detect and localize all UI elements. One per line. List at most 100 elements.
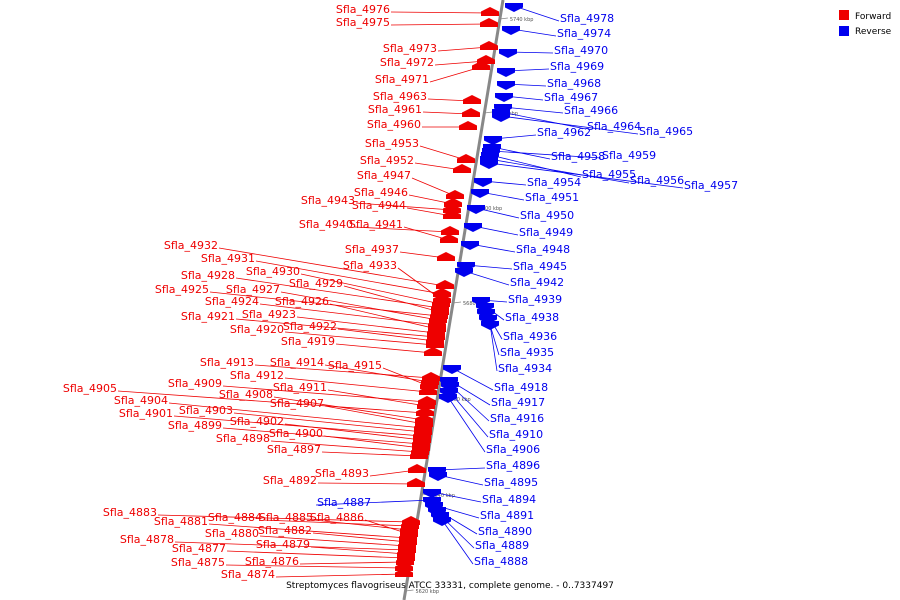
gene-glyph-sfla-4948[interactable]: [461, 241, 479, 250]
gene-label-sfla-4921[interactable]: Sfla_4921: [181, 310, 235, 323]
gene-label-sfla-4930[interactable]: Sfla_4930: [246, 265, 300, 278]
gene-label-sfla-4942[interactable]: Sfla_4942: [510, 276, 564, 289]
gene-glyph-sfla-4963[interactable]: [463, 95, 481, 104]
gene-glyph-sfla-4947[interactable]: [446, 190, 464, 199]
gene-label-sfla-4880[interactable]: Sfla_4880: [205, 527, 259, 540]
gene-label-sfla-4881[interactable]: Sfla_4881: [154, 515, 208, 528]
gene-label-sfla-4924[interactable]: Sfla_4924: [205, 295, 259, 308]
gene-label-sfla-4962[interactable]: Sfla_4962: [537, 126, 591, 139]
gene-label-sfla-4927[interactable]: Sfla_4927: [226, 283, 280, 296]
gene-glyph-sfla-4944[interactable]: [443, 210, 461, 219]
gene-glyph-sfla-4951[interactable]: [471, 189, 489, 198]
gene-glyph-sfla-4915[interactable]: [420, 380, 438, 389]
gene-label-sfla-4892[interactable]: Sfla_4892: [263, 474, 317, 487]
gene-label-sfla-4963[interactable]: Sfla_4963: [373, 90, 427, 103]
gene-label-sfla-4952[interactable]: Sfla_4952: [360, 154, 414, 167]
gene-glyph-sfla-4931[interactable]: [433, 288, 451, 297]
gene-glyph-sfla-4888[interactable]: [433, 517, 451, 526]
gene-label-sfla-4878[interactable]: Sfla_4878: [120, 533, 174, 546]
gene-label-sfla-4964[interactable]: Sfla_4964: [587, 120, 641, 133]
gene-glyph-sfla-4932[interactable]: [436, 280, 454, 289]
gene-label-sfla-4943[interactable]: Sfla_4943: [301, 194, 355, 207]
gene-glyph-sfla-4897[interactable]: [410, 450, 428, 459]
gene-label-sfla-4915[interactable]: Sfla_4915: [328, 359, 382, 372]
gene-glyph-sfla-4905[interactable]: [416, 407, 434, 416]
gene-glyph-sfla-4946[interactable]: [444, 198, 462, 207]
gene-label-sfla-4933[interactable]: Sfla_4933: [343, 259, 397, 272]
gene-label-sfla-4886[interactable]: Sfla_4886: [310, 511, 364, 524]
gene-glyph-sfla-4876[interactable]: [396, 556, 414, 565]
gene-glyph-sfla-4941[interactable]: [440, 234, 458, 243]
gene-label-sfla-4937[interactable]: Sfla_4937: [345, 243, 399, 256]
gene-label-sfla-4976[interactable]: Sfla_4976: [336, 3, 390, 16]
gene-glyph-sfla-4918[interactable]: [443, 365, 461, 374]
gene-label-sfla-4919[interactable]: Sfla_4919: [281, 335, 335, 348]
gene-label-sfla-4900[interactable]: Sfla_4900: [269, 427, 323, 440]
gene-label-sfla-4890[interactable]: Sfla_4890: [478, 525, 532, 538]
gene-glyph-sfla-4976[interactable]: [481, 7, 499, 16]
gene-label-sfla-4939[interactable]: Sfla_4939: [508, 293, 562, 306]
gene-label-sfla-4882[interactable]: Sfla_4882: [258, 524, 312, 537]
gene-label-sfla-4941[interactable]: Sfla_4941: [349, 218, 403, 231]
gene-label-sfla-4954[interactable]: Sfla_4954: [527, 176, 581, 189]
gene-glyph-sfla-4968[interactable]: [497, 81, 515, 90]
gene-glyph-sfla-4952[interactable]: [453, 164, 471, 173]
gene-label-sfla-4951[interactable]: Sfla_4951: [525, 191, 579, 204]
gene-label-sfla-4917[interactable]: Sfla_4917: [491, 396, 545, 409]
gene-glyph-sfla-4970[interactable]: [499, 49, 517, 58]
gene-glyph-sfla-4967[interactable]: [495, 93, 513, 102]
gene-label-sfla-4899[interactable]: Sfla_4899: [168, 419, 222, 432]
gene-label-sfla-4971[interactable]: Sfla_4971: [375, 73, 429, 86]
gene-label-sfla-4931[interactable]: Sfla_4931: [201, 252, 255, 265]
gene-glyph-sfla-4974[interactable]: [502, 26, 520, 35]
gene-label-sfla-4891[interactable]: Sfla_4891: [480, 509, 534, 522]
gene-label-sfla-4923[interactable]: Sfla_4923: [242, 308, 296, 321]
gene-label-sfla-4902[interactable]: Sfla_4902: [230, 415, 284, 428]
gene-glyph-sfla-4895[interactable]: [429, 472, 447, 481]
gene-label-sfla-4901[interactable]: Sfla_4901: [119, 407, 173, 420]
gene-label-sfla-4909[interactable]: Sfla_4909: [168, 377, 222, 390]
gene-label-sfla-4968[interactable]: Sfla_4968: [547, 77, 601, 90]
gene-label-sfla-4956[interactable]: Sfla_4956: [630, 174, 684, 187]
gene-label-sfla-4948[interactable]: Sfla_4948: [516, 243, 570, 256]
gene-glyph-sfla-4949[interactable]: [464, 223, 482, 232]
gene-glyph-sfla-4975[interactable]: [480, 18, 498, 27]
gene-label-sfla-4934[interactable]: Sfla_4934: [498, 362, 552, 375]
gene-glyph-sfla-4960[interactable]: [459, 121, 477, 130]
gene-glyph-sfla-4954[interactable]: [474, 178, 492, 187]
gene-glyph-sfla-4937[interactable]: [437, 252, 455, 261]
gene-glyph-sfla-4892[interactable]: [407, 478, 425, 487]
gene-glyph-sfla-4950[interactable]: [467, 205, 485, 214]
gene-label-sfla-4950[interactable]: Sfla_4950: [520, 209, 574, 222]
gene-label-sfla-4913[interactable]: Sfla_4913: [200, 356, 254, 369]
gene-label-sfla-4946[interactable]: Sfla_4946: [354, 186, 408, 199]
gene-label-sfla-4953[interactable]: Sfla_4953: [365, 137, 419, 150]
gene-glyph-sfla-4940[interactable]: [441, 226, 459, 235]
gene-label-sfla-4896[interactable]: Sfla_4896: [486, 459, 540, 472]
gene-glyph-sfla-4943[interactable]: [443, 204, 461, 213]
gene-label-sfla-4914[interactable]: Sfla_4914: [270, 356, 324, 369]
gene-label-sfla-4895[interactable]: Sfla_4895: [484, 476, 538, 489]
gene-label-sfla-4972[interactable]: Sfla_4972: [380, 56, 434, 69]
gene-label-sfla-4879[interactable]: Sfla_4879: [256, 538, 310, 551]
gene-glyph-sfla-4893[interactable]: [408, 464, 426, 473]
gene-label-sfla-4944[interactable]: Sfla_4944: [352, 199, 406, 212]
gene-glyph-sfla-4942[interactable]: [455, 268, 473, 277]
gene-glyph-sfla-4962[interactable]: [484, 136, 502, 145]
gene-label-sfla-4875[interactable]: Sfla_4875: [171, 556, 225, 569]
gene-label-sfla-4912[interactable]: Sfla_4912: [230, 369, 284, 382]
gene-label-sfla-4889[interactable]: Sfla_4889: [475, 539, 529, 552]
gene-label-sfla-4903[interactable]: Sfla_4903: [179, 404, 233, 417]
gene-label-sfla-4897[interactable]: Sfla_4897: [267, 443, 321, 456]
gene-label-sfla-4959[interactable]: Sfla_4959: [602, 149, 656, 162]
gene-glyph-sfla-4875[interactable]: [395, 562, 413, 571]
gene-label-sfla-4876[interactable]: Sfla_4876: [245, 555, 299, 568]
gene-label-sfla-4922[interactable]: Sfla_4922: [283, 320, 337, 333]
gene-label-sfla-4969[interactable]: Sfla_4969: [550, 60, 604, 73]
gene-label-sfla-4905[interactable]: Sfla_4905: [63, 382, 117, 395]
gene-label-sfla-4894[interactable]: Sfla_4894: [482, 493, 536, 506]
gene-label-sfla-4906[interactable]: Sfla_4906: [486, 443, 540, 456]
gene-glyph-sfla-4969[interactable]: [497, 68, 515, 77]
gene-label-sfla-4967[interactable]: Sfla_4967: [544, 91, 598, 104]
gene-label-sfla-4961[interactable]: Sfla_4961: [368, 103, 422, 116]
